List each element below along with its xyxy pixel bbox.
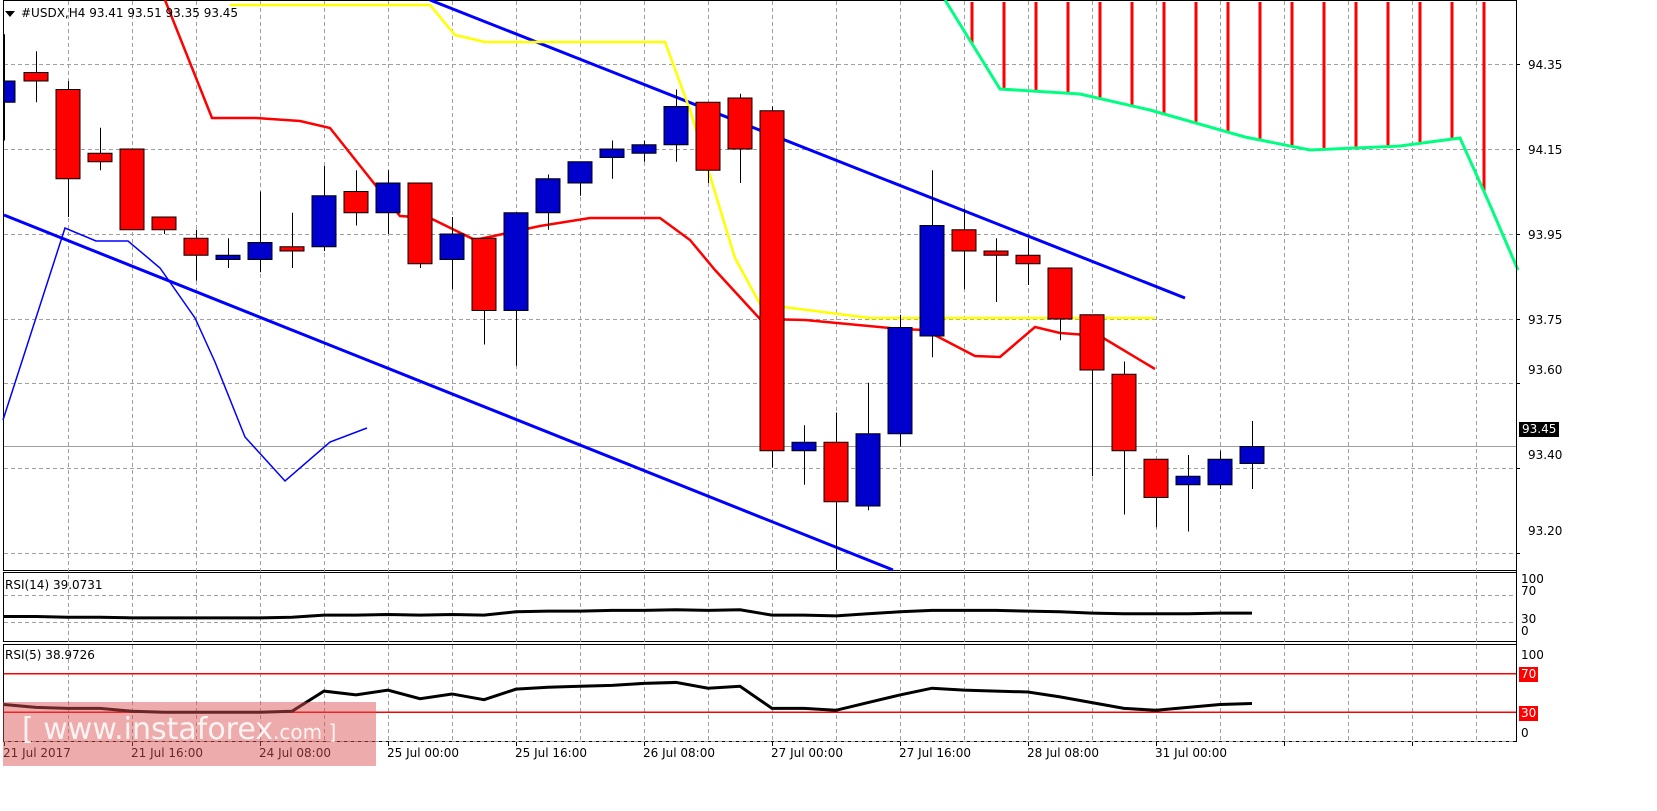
candle-bearish: [1111, 373, 1137, 452]
candle-bearish: [55, 89, 81, 180]
rsi5-line: [3, 680, 1253, 714]
candle-bearish: [983, 250, 1009, 256]
indicator-chikou-span: [2, 226, 368, 483]
candle-bearish: [87, 152, 113, 163]
time-label: 21 Jul 16:00: [131, 746, 203, 760]
current-price-tag: 93.45: [1519, 422, 1560, 437]
channel-trendline: [429, 0, 1186, 300]
candle-bearish: [1015, 254, 1041, 265]
candle-bullish: [1207, 458, 1233, 486]
time-label: 25 Jul 00:00: [387, 746, 459, 760]
price-label: 93.40: [1528, 448, 1563, 462]
candle-bullish: [791, 441, 817, 452]
candle-bearish: [1143, 458, 1169, 498]
price-label: 93.20: [1528, 524, 1563, 538]
price-label: 94.35: [1528, 58, 1563, 72]
candle-bullish: [631, 144, 657, 154]
time-label: 31 Jul 00:00: [1155, 746, 1227, 760]
price-label: 93.95: [1528, 228, 1563, 242]
candle-bullish: [855, 433, 881, 507]
candle-bullish: [1175, 475, 1201, 486]
candle-bullish: [3, 80, 16, 103]
watermark-small: .com ]: [273, 720, 337, 744]
indicator-tenkan-sen: [163, 0, 1156, 371]
candle-bearish: [183, 237, 209, 256]
price-label: 93.75: [1528, 313, 1563, 327]
candle-bullish: [215, 254, 241, 260]
time-label: 28 Jul 08:00: [1027, 746, 1099, 760]
indicator-senkou-span-b: [943, 0, 1520, 271]
rsi14-line: [4, 608, 1252, 620]
watermark-main: [ www.instaforex: [22, 712, 274, 747]
time-label: 25 Jul 16:00: [515, 746, 587, 760]
price-label: 94.15: [1528, 143, 1563, 157]
candle-bearish: [471, 237, 497, 311]
time-label: 27 Jul 00:00: [771, 746, 843, 760]
candle-bearish: [151, 216, 177, 231]
candle-bullish: [439, 233, 465, 260]
candle-bullish: [1239, 446, 1265, 464]
candle-bullish: [919, 225, 945, 337]
candle-bullish: [503, 212, 529, 311]
rsi5-level-label: 0: [1521, 726, 1529, 740]
rsi14-level-label: 100: [1521, 572, 1544, 586]
symbol-ohlc: #USDX,H4 93.41 93.51 93.35 93.45: [21, 6, 239, 20]
candle-bearish: [727, 97, 753, 150]
candle-bearish: [1079, 314, 1105, 371]
candle-bullish: [567, 161, 593, 184]
rsi14-pane-frame: [3, 572, 1517, 642]
symbol-header: #USDX,H4 93.41 93.51 93.35 93.45: [5, 6, 238, 20]
rsi14-level-label: 30: [1521, 612, 1537, 626]
candle-bullish: [311, 195, 337, 248]
candle-bearish: [823, 441, 849, 503]
indicator-kijun-sen: [230, 3, 1155, 320]
candle-bullish: [599, 148, 625, 158]
watermark-text: [ www.instaforex.com ]: [22, 712, 336, 747]
watermark-box: [3, 702, 376, 766]
candle-bullish: [535, 178, 561, 214]
rsi14-title: RSI(14) 39.0731: [5, 578, 103, 592]
time-label: 24 Jul 08:00: [259, 746, 331, 760]
time-label: 27 Jul 16:00: [899, 746, 971, 760]
candle-bullish: [247, 242, 273, 260]
candle-bearish: [951, 229, 977, 252]
candle-bearish: [695, 101, 721, 171]
channel-trendline: [3, 213, 894, 572]
rsi14-level-label: 0: [1521, 624, 1529, 638]
candle-bullish: [375, 182, 401, 214]
price-label: 93.60: [1528, 363, 1563, 377]
rsi5-level-tag-70: 70: [1519, 667, 1539, 682]
candle-bearish: [759, 110, 785, 452]
rsi5-level-label: 100: [1521, 648, 1544, 662]
rsi14-level-label: 70: [1521, 584, 1537, 598]
candle-bullish: [887, 327, 913, 435]
candle-bearish: [23, 72, 49, 82]
triangle-down-icon[interactable]: [5, 10, 15, 17]
candle-bearish: [343, 191, 369, 214]
candle-bearish: [279, 246, 305, 252]
rsi5-level-tag-30: 30: [1519, 706, 1539, 721]
time-label: 26 Jul 08:00: [643, 746, 715, 760]
time-label: 21 Jul 2017: [3, 746, 71, 760]
candle-bearish: [119, 148, 145, 231]
candle-bearish: [1047, 267, 1073, 320]
candle-bearish: [407, 182, 433, 265]
candle-bullish: [663, 106, 689, 146]
rsi5-title: RSI(5) 38.9726: [5, 648, 95, 662]
